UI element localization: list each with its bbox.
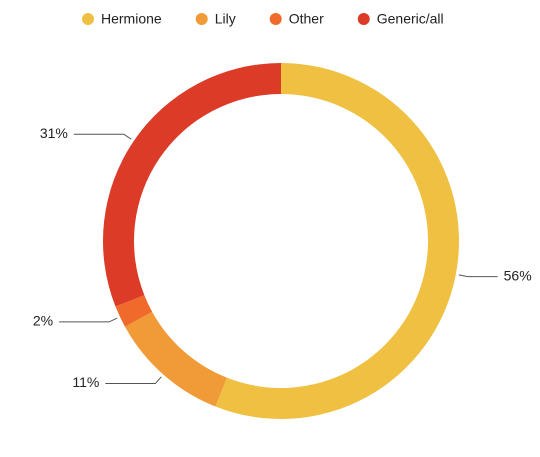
data-label: 2% <box>33 313 53 329</box>
donut-slice <box>102 63 281 307</box>
legend-marker <box>357 13 370 25</box>
legend-marker <box>269 13 282 25</box>
leader-line <box>105 376 162 385</box>
legend-label: Other <box>289 11 324 27</box>
leader-line <box>458 274 498 278</box>
donut-slice <box>125 311 227 407</box>
legend-label: Generic/all <box>377 11 444 27</box>
data-label: 11% <box>72 374 99 390</box>
data-label: 31% <box>40 125 68 141</box>
donut-slice <box>215 63 459 420</box>
donut-slice <box>115 295 153 327</box>
legend-marker <box>82 13 94 25</box>
legend-label: Lily <box>215 11 236 27</box>
data-label: 56% <box>504 267 532 283</box>
legend-label: Hermione <box>101 11 162 27</box>
legend-marker <box>195 13 208 25</box>
leader-line <box>73 133 132 140</box>
leader-line <box>59 317 118 323</box>
